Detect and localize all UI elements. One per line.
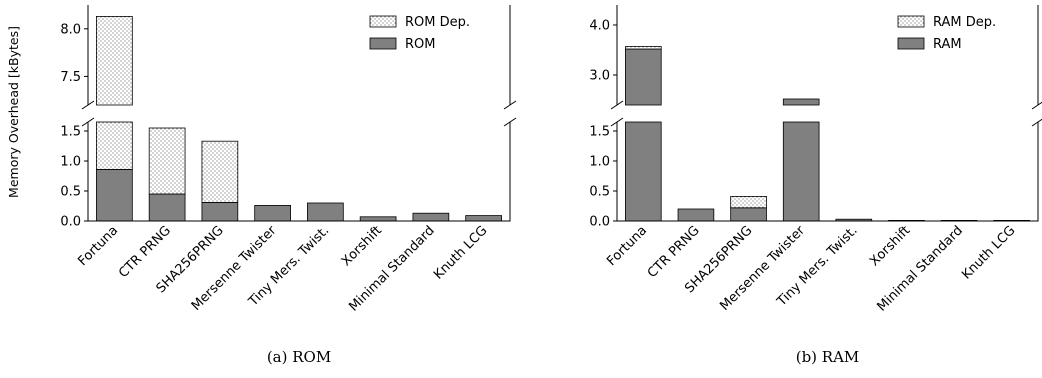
ram-category-label-fortuna: Fortuna bbox=[604, 223, 650, 269]
ram-ytick-label-0-5: 0.5 bbox=[589, 185, 610, 200]
ram-category-label-ctr-prng: CTR PRNG bbox=[645, 223, 703, 281]
rom-legend-swatch-rom-dep bbox=[369, 15, 397, 28]
ram-bar-ram-dep-sha256prng bbox=[730, 195, 767, 209]
rom-category-label-knuth-lcg: Knuth LCG bbox=[431, 223, 490, 282]
rom-bar-rom-sha256prng bbox=[201, 201, 239, 222]
rom-axis-break-mark-2 bbox=[81, 117, 95, 127]
ram-legend-label-ram: RAM bbox=[933, 37, 962, 52]
rom-legend-label-rom: ROM bbox=[405, 37, 435, 52]
ram-axis-break-mark-1 bbox=[1031, 101, 1042, 110]
ram-caption: (b) RAM bbox=[796, 348, 860, 366]
rom-axis-break-mark-3 bbox=[503, 117, 517, 127]
ram-ytick-label-1-0: 1.0 bbox=[589, 155, 610, 170]
rom-bar-rom-xorshift bbox=[359, 216, 397, 222]
ram-bar-ram-upper-mersenne-twister bbox=[782, 98, 820, 106]
ram-lower-axes bbox=[616, 122, 1039, 222]
rom-bar-rom-dep-sha256prng bbox=[201, 140, 239, 203]
ram-legend-label-ram-dep: RAM Dep. bbox=[933, 15, 996, 30]
ram-category-label-xorshift: Xorshift bbox=[867, 223, 913, 269]
ram-axis-break-mark-3 bbox=[1031, 118, 1042, 127]
ram-axis-break-mark-2 bbox=[610, 117, 624, 127]
rom-bar-rom-fortuna bbox=[96, 168, 133, 222]
rom-bar-rom-dep-upper-fortuna bbox=[96, 16, 133, 106]
ram-bar-ram-ctr-prng bbox=[677, 208, 715, 222]
rom-legend-swatch-rom bbox=[369, 37, 397, 50]
rom-ytick-label-1-0: 1.0 bbox=[60, 155, 81, 170]
rom-caption: (a) ROM bbox=[267, 348, 331, 366]
ram-legend-swatch-ram-dep bbox=[897, 15, 925, 28]
rom-category-label-fortuna: Fortuna bbox=[75, 223, 121, 269]
ram-ytick-label-upper-4-0: 4.0 bbox=[589, 19, 610, 34]
ram-axis-break-mark-0 bbox=[610, 100, 624, 110]
rom-bar-rom-tiny-mers-twist bbox=[307, 202, 344, 222]
rom-bar-rom-ctr-prng bbox=[148, 193, 186, 222]
rom-ytick-label-upper-8-0: 8.0 bbox=[60, 22, 81, 37]
ram-bar-ram-upper-fortuna bbox=[625, 48, 662, 106]
rom-lower-axes bbox=[87, 122, 511, 222]
ram-legend-swatch-ram bbox=[897, 37, 925, 50]
rom-category-label-xorshift: Xorshift bbox=[339, 223, 385, 269]
rom-ytick-label-0-5: 0.5 bbox=[60, 185, 81, 200]
rom-bar-rom-mersenne-twister bbox=[254, 204, 291, 222]
ram-bar-ram-dep-upper-fortuna bbox=[625, 46, 662, 50]
rom-ytick-label-1-5: 1.5 bbox=[60, 125, 81, 140]
ram-ytick-label-1-5: 1.5 bbox=[589, 125, 610, 140]
rom-ytick-label-0-0: 0.0 bbox=[60, 215, 81, 230]
rom-category-label-ctr-prng: CTR PRNG bbox=[116, 223, 174, 281]
rom-bar-rom-knuth-lcg bbox=[465, 215, 502, 222]
rom-legend-label-rom-dep: ROM Dep. bbox=[405, 15, 470, 30]
rom-bar-rom-minimal-standard bbox=[412, 212, 450, 222]
rom-axis-break-mark-0 bbox=[81, 100, 95, 110]
rom-bar-rom-dep-ctr-prng bbox=[148, 127, 186, 195]
ram-ytick-label-upper-3-0: 3.0 bbox=[589, 69, 610, 84]
ram-bar-ram-fortuna bbox=[625, 121, 662, 222]
ram-category-label-knuth-lcg: Knuth LCG bbox=[959, 223, 1018, 282]
y-axis-label: Memory Overhead [kBytes] bbox=[6, 26, 21, 198]
ram-bar-ram-mersenne-twister bbox=[782, 121, 820, 222]
rom-axis-break-mark-1 bbox=[503, 100, 517, 110]
ram-bar-ram-sha256prng bbox=[730, 207, 767, 222]
rom-bar-rom-dep-fortuna bbox=[96, 121, 133, 170]
rom-ytick-label-upper-7-5: 7.5 bbox=[60, 70, 81, 85]
ram-ytick-label-0-0: 0.0 bbox=[589, 215, 610, 230]
